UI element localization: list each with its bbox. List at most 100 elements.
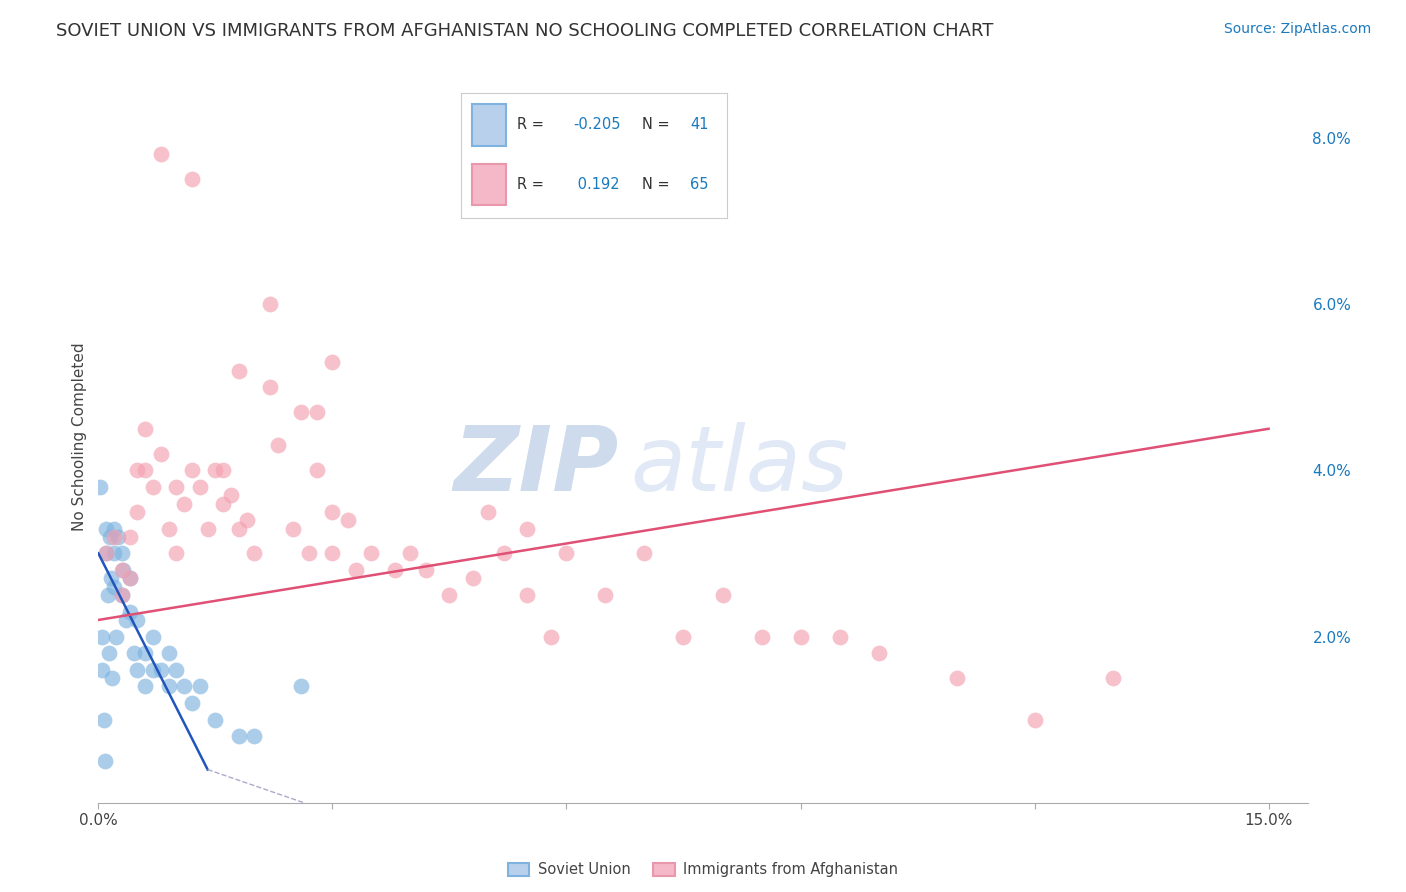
Point [439, 588, 461, 602]
Point [118, 571, 141, 585]
Point [118, 605, 141, 619]
Point [751, 630, 773, 644]
Point [555, 546, 578, 560]
Point [360, 546, 382, 560]
Point [103, 546, 125, 560]
Point [228, 729, 250, 743]
Point [711, 588, 734, 602]
Point [283, 521, 305, 535]
Point [243, 729, 266, 743]
Point [868, 646, 890, 660]
Point [173, 680, 195, 694]
Point [1024, 713, 1046, 727]
Point [165, 480, 187, 494]
Point [212, 497, 235, 511]
Point [344, 563, 367, 577]
Point [181, 463, 204, 477]
Point [127, 663, 149, 677]
Point [945, 671, 967, 685]
Point [101, 671, 124, 685]
Point [789, 630, 811, 644]
Text: Source: ZipAtlas.com: Source: ZipAtlas.com [1223, 22, 1371, 37]
Point [228, 363, 250, 377]
Point [98, 530, 121, 544]
Point [243, 546, 266, 560]
Point [134, 646, 156, 660]
Point [104, 630, 127, 644]
Point [204, 463, 226, 477]
Point [290, 680, 312, 694]
Point [494, 546, 516, 560]
Point [212, 463, 235, 477]
Point [181, 172, 204, 186]
Point [103, 580, 125, 594]
Point [157, 521, 180, 535]
Point [305, 405, 328, 419]
Text: ZIP: ZIP [453, 422, 619, 510]
Point [305, 463, 328, 477]
Point [111, 563, 134, 577]
Point [142, 663, 165, 677]
Point [142, 630, 165, 644]
Point [633, 546, 655, 560]
Legend: Soviet Union, Immigrants from Afghanistan: Soviet Union, Immigrants from Afghanista… [502, 856, 904, 883]
Point [96, 546, 118, 560]
Y-axis label: No Schooling Completed: No Schooling Completed [72, 343, 87, 532]
Point [134, 680, 156, 694]
Point [114, 613, 136, 627]
Point [142, 480, 165, 494]
Point [97, 646, 120, 660]
Point [267, 438, 290, 452]
Point [173, 497, 195, 511]
Point [111, 546, 134, 560]
Point [127, 463, 149, 477]
Point [516, 588, 538, 602]
Point [1101, 671, 1123, 685]
Point [157, 680, 180, 694]
Point [197, 521, 219, 535]
Point [337, 513, 360, 527]
Point [127, 505, 149, 519]
Point [595, 588, 617, 602]
Point [111, 588, 134, 602]
Point [89, 480, 111, 494]
Text: atlas: atlas [630, 422, 848, 510]
Point [204, 713, 226, 727]
Point [259, 380, 281, 394]
Point [96, 546, 118, 560]
Point [228, 521, 250, 535]
Point [259, 297, 281, 311]
Point [188, 480, 211, 494]
Point [97, 588, 120, 602]
Point [149, 663, 172, 677]
Point [415, 563, 437, 577]
Point [112, 563, 135, 577]
Point [96, 521, 118, 535]
Point [477, 505, 499, 519]
Point [290, 405, 312, 419]
Point [188, 680, 211, 694]
Point [127, 613, 149, 627]
Point [118, 530, 141, 544]
Point [672, 630, 695, 644]
Point [118, 571, 141, 585]
Point [181, 696, 204, 710]
Point [93, 754, 115, 768]
Point [399, 546, 422, 560]
Point [298, 546, 321, 560]
Point [134, 463, 156, 477]
Point [321, 505, 343, 519]
Point [461, 571, 484, 585]
Point [122, 646, 145, 660]
Point [103, 530, 125, 544]
Text: SOVIET UNION VS IMMIGRANTS FROM AFGHANISTAN NO SCHOOLING COMPLETED CORRELATION C: SOVIET UNION VS IMMIGRANTS FROM AFGHANIS… [56, 22, 994, 40]
Point [828, 630, 851, 644]
Point [149, 447, 172, 461]
Point [384, 563, 406, 577]
Point [111, 588, 134, 602]
Point [321, 546, 343, 560]
Point [93, 713, 115, 727]
Point [165, 663, 187, 677]
Point [165, 546, 187, 560]
Point [321, 355, 343, 369]
